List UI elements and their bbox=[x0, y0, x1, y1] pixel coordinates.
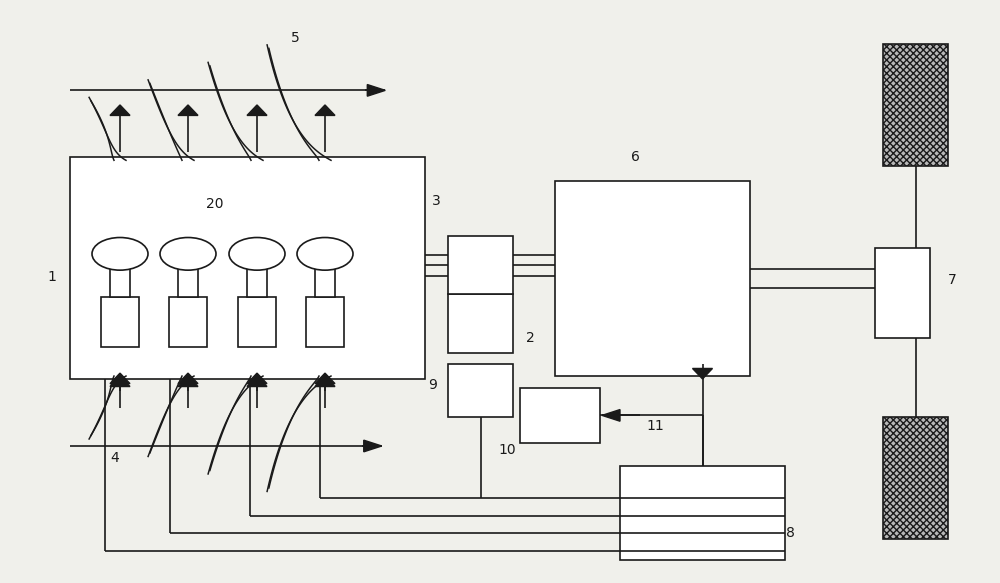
Polygon shape bbox=[110, 373, 130, 384]
Polygon shape bbox=[367, 85, 385, 96]
Bar bbox=[315, 265, 335, 297]
Circle shape bbox=[92, 237, 148, 270]
Polygon shape bbox=[247, 376, 267, 387]
Text: 8: 8 bbox=[786, 526, 794, 540]
Text: 4: 4 bbox=[111, 451, 119, 465]
Polygon shape bbox=[247, 105, 267, 115]
Circle shape bbox=[229, 237, 285, 270]
Bar bbox=[875, 248, 930, 338]
Polygon shape bbox=[247, 373, 267, 384]
Polygon shape bbox=[315, 373, 335, 384]
Bar bbox=[110, 265, 130, 297]
Polygon shape bbox=[364, 440, 382, 452]
Bar bbox=[883, 417, 948, 539]
Circle shape bbox=[297, 237, 353, 270]
Text: 3: 3 bbox=[432, 194, 440, 208]
Bar bbox=[247, 265, 267, 297]
Bar bbox=[448, 364, 513, 417]
Bar bbox=[883, 44, 948, 166]
Text: 9: 9 bbox=[429, 378, 437, 392]
Text: 7: 7 bbox=[948, 273, 956, 287]
Polygon shape bbox=[315, 105, 335, 115]
Bar bbox=[101, 297, 139, 347]
Polygon shape bbox=[110, 376, 130, 387]
Bar bbox=[555, 181, 750, 376]
Polygon shape bbox=[110, 105, 130, 115]
Text: 2: 2 bbox=[526, 331, 534, 345]
Bar bbox=[306, 297, 344, 347]
Bar bbox=[620, 466, 785, 560]
Text: 6: 6 bbox=[631, 150, 639, 164]
Bar bbox=[169, 297, 207, 347]
Polygon shape bbox=[315, 376, 335, 387]
Bar bbox=[448, 236, 513, 294]
Text: 10: 10 bbox=[498, 443, 516, 457]
Polygon shape bbox=[602, 409, 620, 421]
Polygon shape bbox=[178, 376, 198, 387]
Bar bbox=[448, 294, 513, 353]
Text: 1: 1 bbox=[48, 270, 56, 284]
Text: 11: 11 bbox=[646, 419, 664, 433]
Text: 20: 20 bbox=[206, 197, 224, 211]
Bar bbox=[520, 388, 600, 443]
Bar bbox=[70, 157, 425, 379]
Polygon shape bbox=[692, 368, 712, 379]
Polygon shape bbox=[178, 105, 198, 115]
Circle shape bbox=[160, 237, 216, 270]
Bar bbox=[238, 297, 276, 347]
Polygon shape bbox=[178, 373, 198, 384]
Bar bbox=[178, 265, 198, 297]
Text: 5: 5 bbox=[291, 31, 299, 45]
